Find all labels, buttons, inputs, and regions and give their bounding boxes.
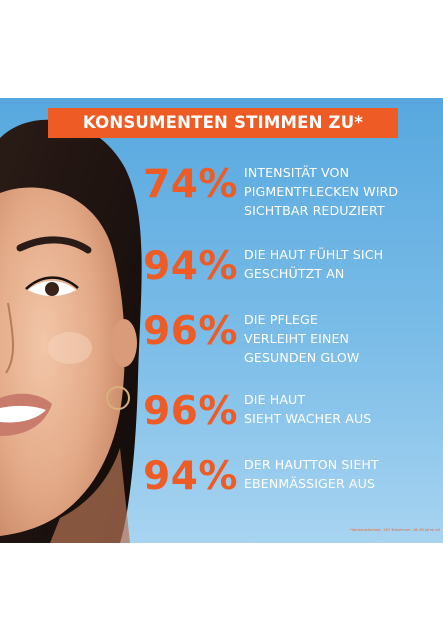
headline-banner: KONSUMENTEN STIMMEN ZU* <box>48 108 398 138</box>
stat-line: GESCHÜTZT AN <box>244 266 345 281</box>
stat-percent: 96% <box>143 309 238 354</box>
stat-description: DIE HAUT FÜHLT SICH GESCHÜTZT AN <box>244 245 440 283</box>
stat-line: EBENMÄSSIGER AUS <box>244 476 376 491</box>
stat-line: PIGMENTFLECKEN WIRD <box>244 184 399 199</box>
stat-description: DER HAUTTON SIEHT EBENMÄSSIGER AUS <box>244 455 440 493</box>
stat-line: SICHTBAR REDUZIERT <box>244 203 385 218</box>
stat-percent: 74% <box>143 162 238 207</box>
stat-description: DIE PFLEGE VERLEIHT EINEN GESUNDEN GLOW <box>244 310 440 367</box>
woman-portrait-image <box>0 119 142 543</box>
stat-percent: 94% <box>143 244 238 289</box>
stat-line: GESUNDEN GLOW <box>244 350 360 365</box>
stat-line: SIEHT WACHER AUS <box>244 411 372 426</box>
stat-percent: 96% <box>143 389 238 434</box>
blue-panel <box>0 98 443 543</box>
stat-line: DER HAUTTON SIEHT <box>244 457 379 472</box>
footnote: *Verbrauchertest, 150 Teilnehmer, 18–65 … <box>349 528 440 532</box>
stat-description: INTENSITÄT VON PIGMENTFLECKEN WIRD SICHT… <box>244 163 440 220</box>
stat-line: DIE HAUT FÜHLT SICH <box>244 247 384 262</box>
stat-line: INTENSITÄT VON <box>244 165 350 180</box>
stat-percent: 94% <box>143 454 238 499</box>
stat-line: VERLEIHT EINEN <box>244 331 350 346</box>
stat-description: DIE HAUT SIEHT WACHER AUS <box>244 390 440 428</box>
stat-line: DIE PFLEGE <box>244 312 318 327</box>
stat-line: DIE HAUT <box>244 392 306 407</box>
